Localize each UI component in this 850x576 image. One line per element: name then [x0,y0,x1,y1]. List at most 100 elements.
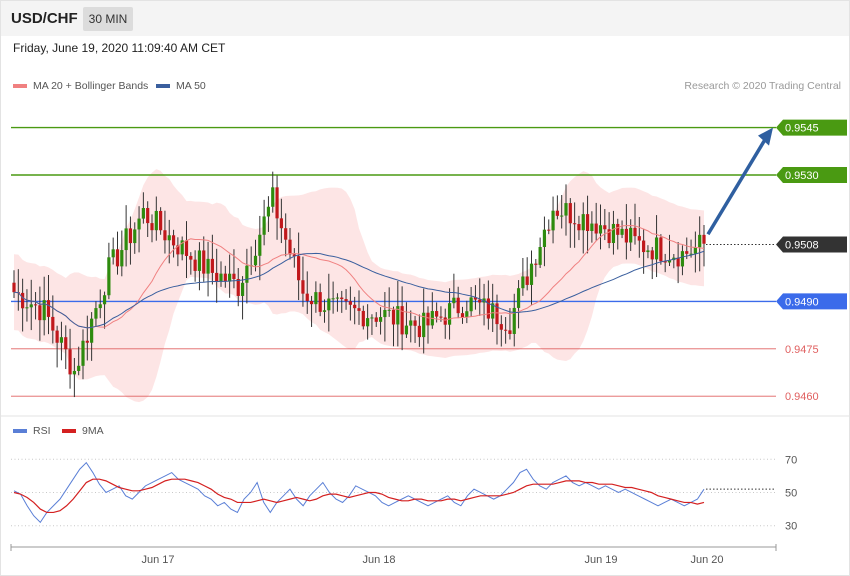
candle-body [210,258,214,273]
candle-body [435,311,439,317]
candle-body [111,249,115,258]
price-panel: 0.9545 0.9530 0.9508 0.9490 0.9475 0.9460 [11,119,847,403]
candle-body [667,260,672,263]
pivot-label: 0.9490 [785,296,819,308]
candle-body [547,229,551,231]
candle-body [512,307,516,334]
pivot-tag [776,293,847,310]
candle-body [680,251,685,267]
candle-body [443,317,447,325]
candle-body [508,330,512,334]
candle-body [146,208,150,224]
candle-body [460,313,465,318]
candle-body [38,305,42,321]
candle-body [59,337,64,343]
candle-body [297,256,301,281]
candle-body [465,311,469,318]
candle-body [340,297,344,300]
candle-body [128,228,133,244]
support-2-label: 0.9460 [785,391,819,403]
candle-body [206,258,210,274]
candle-body [171,235,176,246]
candle-body [409,320,413,326]
candle-body [292,254,296,257]
candle-body [594,223,598,234]
rsi-9ma-line [13,478,705,514]
legend-9ma: 9MA [62,425,104,437]
candle-body [150,223,154,231]
candle-body [102,295,107,305]
candle-body [702,234,706,244]
candle-body [577,224,581,231]
rsi-tick-70: 70 [785,454,797,466]
ma20-swatch [13,84,27,88]
candle-body [344,299,348,302]
candle-body [42,300,46,321]
candle-body [33,304,38,306]
current-label: 0.9508 [785,240,819,252]
x-tick-label: Jun 18 [362,554,395,566]
timestamp: Friday, June 19, 2020 11:09:40 AM CET [13,41,226,55]
candle-body [629,227,633,243]
candle-body [90,318,94,343]
candle-body [478,299,482,303]
candle-body [314,292,318,305]
candle-body [551,210,555,231]
candle-body [439,316,443,318]
candle-body [611,223,616,244]
legend-ma20: MA 20 + Bollinger Bands [13,80,148,92]
candle-body [676,257,680,267]
candle-body [366,318,370,327]
candle-body [115,249,120,267]
copyright: Research © 2020 Trading Central [684,80,841,92]
ma20-line [13,225,705,329]
x-tick-label: Jun 17 [141,554,174,566]
candle-body [495,303,499,325]
candle-body [491,303,495,319]
current-tag [776,236,847,253]
candle-body [335,297,340,299]
chart-header: USD/CHF 30 MIN [1,1,849,36]
candle-body [387,309,391,311]
candle-body [279,218,283,229]
candle-body [253,255,258,266]
candle-body [521,276,525,289]
candle-body [215,272,219,282]
candle-body [64,337,68,350]
candle-body [469,297,473,312]
timeframe-button[interactable]: 30 MIN [83,7,133,31]
candle-body [232,273,236,279]
candle-body [159,210,163,231]
candle-body [258,234,262,256]
candle-body [72,370,76,375]
candle-body [590,223,594,232]
candle-body [322,310,327,312]
candle-body [271,187,275,207]
x-axis: Jun 17 Jun 18 Jun 19 Jun 20 [10,544,777,566]
candle-body [189,255,193,260]
resistance-2-label: 0.9545 [785,123,819,135]
symbol-label: USD/CHF [11,10,78,27]
candle-body [650,250,654,260]
candle-body [29,304,33,308]
candle-body [25,307,29,309]
candle-body [223,273,227,282]
candle-body [327,298,331,311]
candle-body [473,297,478,300]
candle-body [564,203,568,216]
candle-body [94,308,98,319]
candle-body [284,228,288,240]
candle-body [305,293,309,302]
candle-body [689,253,693,255]
candle-body [219,273,223,282]
candle-body [413,320,417,326]
candle-body [607,229,611,244]
candle-body [374,317,378,322]
candle-body [534,263,538,265]
candle-body [46,300,51,317]
candle-body [120,250,124,267]
candle-body [646,250,650,253]
candle-body [499,324,503,330]
candle-body [133,229,137,244]
candle-body [154,210,158,231]
